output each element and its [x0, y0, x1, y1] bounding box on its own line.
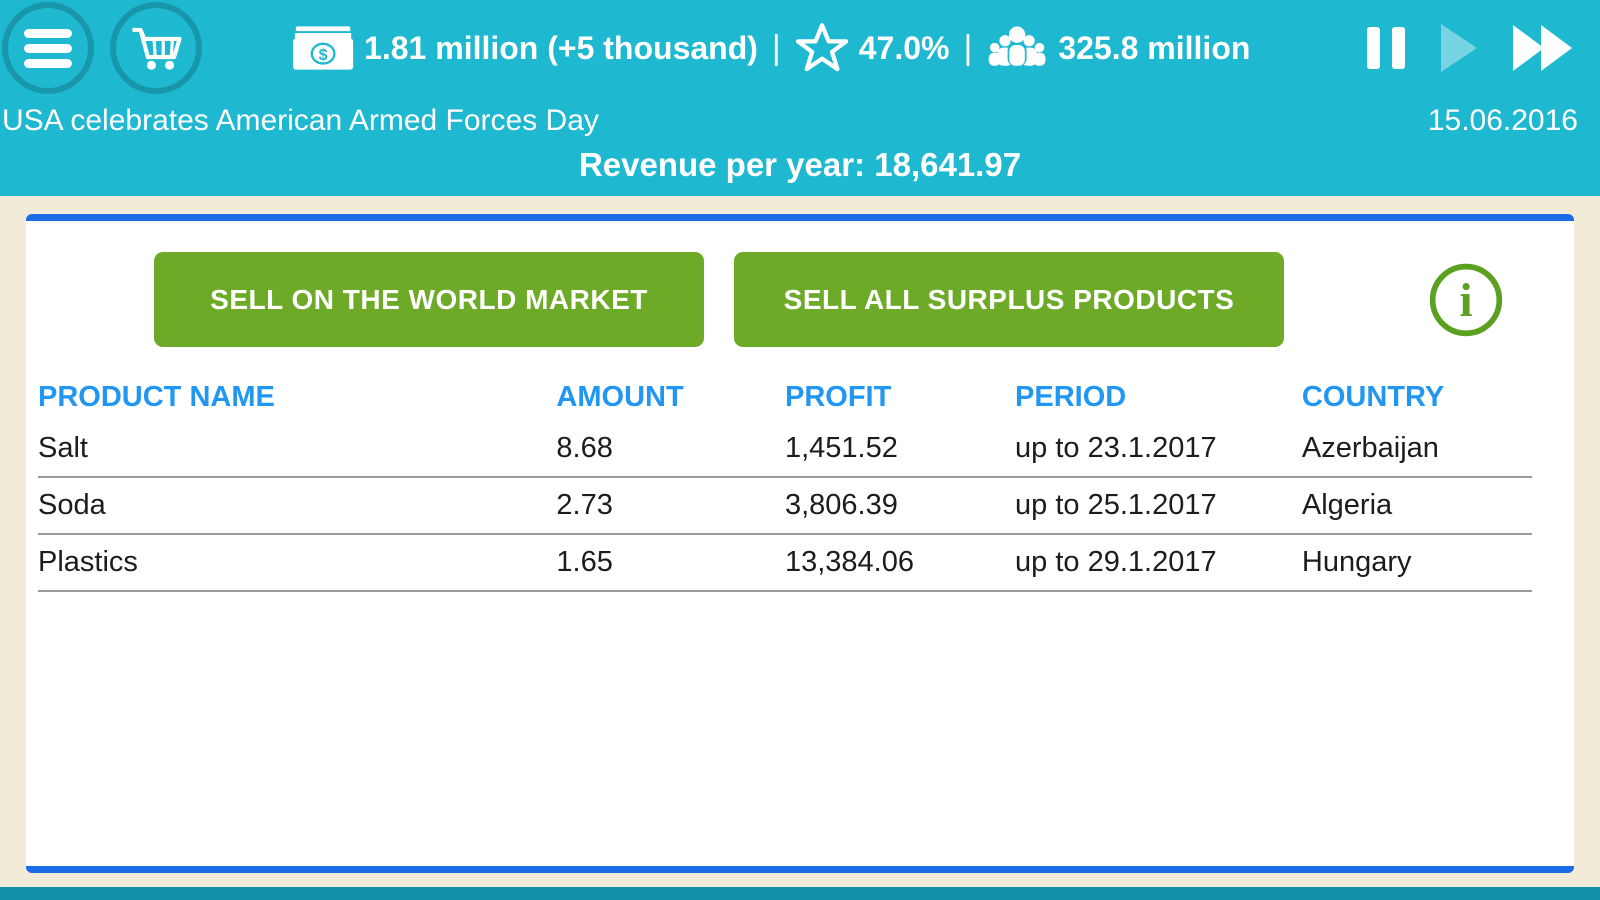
fast-forward-button[interactable] — [1513, 25, 1572, 71]
population-icon — [988, 26, 1046, 66]
amount-cell: 2.73 — [556, 489, 613, 521]
info-button[interactable]: i — [1426, 260, 1506, 340]
country-cell: Hungary — [1301, 546, 1412, 578]
amount-cell: 8.68 — [556, 432, 613, 464]
svg-text:$: $ — [319, 47, 328, 64]
buttons-row: SELL ON THE WORLD MARKET SELL ALL SURPLU… — [26, 221, 1574, 347]
sell-all-surplus-button[interactable]: SELL ALL SURPLUS PRODUCTS — [734, 252, 1284, 347]
info-icon: i — [1429, 263, 1503, 336]
stats-separator: | — [771, 28, 781, 67]
rating-value: 47.0% — [858, 29, 950, 66]
stats-row: $ 1.81 million (+5 thousand) | 47.0% | — [0, 0, 1600, 96]
table-row[interactable]: Salt 8.68 1,451.52 up to 23.1.2017 Azerb… — [38, 421, 1532, 478]
hamburger-icon — [24, 23, 72, 74]
menu-button[interactable] — [2, 2, 94, 94]
play-button[interactable] — [1441, 24, 1477, 72]
stats-separator: | — [963, 28, 973, 67]
amount-cell: 1.65 — [556, 546, 613, 578]
period-cell: up to 29.1.2017 — [1015, 546, 1217, 578]
header-amount: AMOUNT — [556, 380, 684, 413]
cart-icon — [132, 27, 182, 70]
table-row[interactable]: Plastics 1.65 13,384.06 up to 29.1.2017 … — [38, 535, 1532, 592]
date-label: 15.06.2016 — [1427, 104, 1578, 137]
products-table: PRODUCT NAME AMOUNT PROFIT PERIOD COUNTR… — [38, 373, 1532, 592]
content-area: SELL ON THE WORLD MARKET SELL ALL SURPLU… — [0, 196, 1600, 873]
table-row[interactable]: Soda 2.73 3,806.39 up to 25.1.2017 Alger… — [38, 478, 1532, 535]
bottom-bar — [0, 887, 1600, 900]
market-panel: SELL ON THE WORLD MARKET SELL ALL SURPLU… — [26, 214, 1574, 873]
money-value: 1.81 million (+5 thousand) — [364, 29, 758, 66]
news-row: USA celebrates American Armed Forces Day… — [0, 96, 1600, 146]
star-icon — [795, 23, 848, 72]
product-cell: Plastics — [38, 546, 138, 578]
money-icon: $ — [293, 26, 354, 70]
top-bar: $ 1.81 million (+5 thousand) | 47.0% | — [0, 0, 1600, 196]
product-cell: Salt — [38, 432, 88, 464]
period-cell: up to 25.1.2017 — [1015, 489, 1217, 521]
header-country: COUNTRY — [1301, 380, 1445, 413]
header-product-name: PRODUCT NAME — [38, 380, 275, 413]
country-cell: Algeria — [1301, 489, 1393, 521]
header-period: PERIOD — [1015, 380, 1127, 413]
cart-button[interactable] — [110, 2, 202, 94]
profit-cell: 1,451.52 — [784, 432, 898, 464]
period-cell: up to 23.1.2017 — [1015, 432, 1217, 464]
playback-controls — [1367, 24, 1600, 72]
country-cell: Azerbaijan — [1301, 432, 1439, 464]
profit-cell: 13,384.06 — [784, 546, 914, 578]
pause-button[interactable] — [1367, 27, 1405, 69]
product-cell: Soda — [38, 489, 106, 521]
news-ticker: USA celebrates American Armed Forces Day — [2, 104, 599, 137]
stats-group: $ 1.81 million (+5 thousand) | 47.0% | — [292, 21, 1250, 75]
table-header-row: PRODUCT NAME AMOUNT PROFIT PERIOD COUNTR… — [38, 373, 1532, 421]
header-profit: PROFIT — [784, 380, 892, 413]
population-value: 325.8 million — [1058, 29, 1251, 66]
revenue-label: Revenue per year: 18,641.97 — [578, 146, 1022, 183]
sell-world-market-button[interactable]: SELL ON THE WORLD MARKET — [154, 252, 704, 347]
svg-text:i: i — [1459, 275, 1472, 327]
profit-cell: 3,806.39 — [784, 489, 898, 521]
